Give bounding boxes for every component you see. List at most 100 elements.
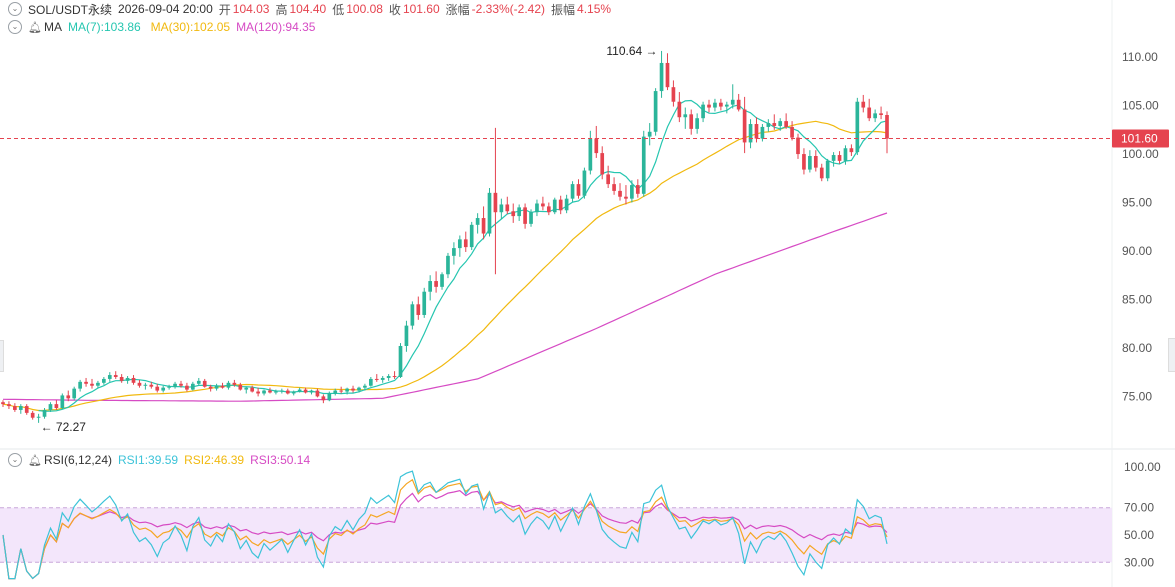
ma-legend: ⌄ 🔔︎ MA MA(7):103.86 MA(30):102.05 MA(12… <box>0 18 315 36</box>
candle-body <box>742 109 747 143</box>
candle-body <box>831 155 836 161</box>
chevron-down-icon[interactable]: ⌄ <box>8 20 22 34</box>
candle-body <box>315 390 320 397</box>
candle-body <box>677 101 682 118</box>
candle-body <box>487 192 492 234</box>
candle-body <box>653 91 658 132</box>
candle-body <box>232 382 237 385</box>
rsi1-legend: RSI1:39.59 <box>118 453 179 467</box>
candle-body <box>570 184 575 199</box>
chart-scroll-handle-left[interactable] <box>0 340 4 372</box>
candle-body <box>149 384 154 387</box>
candle-body <box>505 204 510 212</box>
candle-body <box>327 393 332 401</box>
candle-body <box>42 409 47 417</box>
candle-body <box>630 185 634 199</box>
candle-body <box>457 239 462 249</box>
candle-body <box>24 406 29 413</box>
price-tick-label: 100.00 <box>1122 147 1159 161</box>
price-tick-label: 75.00 <box>1122 389 1152 403</box>
candle-body <box>707 104 711 108</box>
chart-scroll-handle-right[interactable] <box>1168 338 1175 372</box>
candle-body <box>404 325 409 346</box>
candle-body <box>220 385 225 388</box>
candle-body <box>96 382 100 386</box>
candle-body <box>72 388 77 399</box>
candle-body <box>155 386 160 391</box>
open-value: 104.03 <box>232 2 270 16</box>
candle-body <box>576 184 581 196</box>
low-annotation: ← 72.27 <box>41 420 87 434</box>
candle-body <box>398 345 403 377</box>
candle-body <box>843 148 848 161</box>
candle-body <box>808 156 812 170</box>
rsi-tick-label: 70.00 <box>1124 501 1154 515</box>
bell-icon[interactable]: 🔔︎ <box>28 454 42 467</box>
candle-body <box>724 104 729 107</box>
candle-body <box>380 377 385 380</box>
candle-body <box>647 131 652 137</box>
candle-body <box>30 412 35 418</box>
candle-body <box>78 381 82 389</box>
candle-body <box>784 121 788 127</box>
candle-body <box>422 291 427 315</box>
last-price-tag <box>1112 129 1169 148</box>
candle-body <box>143 384 148 386</box>
low-value: 100.08 <box>346 2 383 16</box>
candle-body <box>137 382 142 386</box>
candle-body <box>256 391 260 394</box>
candle-body <box>736 99 741 110</box>
candle-body <box>238 384 243 390</box>
candle-body <box>855 101 860 153</box>
candle-body <box>7 404 11 407</box>
candle-body <box>280 390 284 392</box>
candle-body <box>274 391 278 393</box>
amplitude-value: 4.15% <box>577 2 612 16</box>
candle-body <box>552 199 557 213</box>
high-annotation: 110.64 → <box>606 44 657 58</box>
rsi2-line <box>2 478 888 580</box>
candle-body <box>18 406 23 410</box>
candle-body <box>125 377 130 381</box>
ma30-line <box>2 120 888 412</box>
candle-body <box>796 137 800 155</box>
candle-body <box>446 255 450 275</box>
rsi3-legend: RSI3:50.14 <box>250 453 311 467</box>
price-tick-label: 95.00 <box>1122 196 1152 210</box>
candle-body <box>107 375 112 379</box>
candle-body <box>351 388 355 391</box>
candle-body <box>410 304 415 326</box>
candle-body <box>529 212 533 224</box>
candle-body <box>392 376 397 378</box>
candle-body <box>624 196 628 199</box>
candle-body <box>861 101 866 108</box>
candle-body <box>60 395 65 409</box>
chevron-down-icon[interactable]: ⌄ <box>8 453 22 467</box>
candle-body <box>339 390 344 392</box>
chevron-down-icon[interactable]: ⌄ <box>8 2 22 16</box>
candle-body <box>600 153 605 175</box>
candle-body <box>113 375 118 377</box>
rsi-indicator-name: RSI(6,12,24) <box>43 453 113 467</box>
price-tick-label: 90.00 <box>1122 244 1152 258</box>
rsi1-line <box>2 470 888 580</box>
candle-body <box>618 190 622 197</box>
candle-body <box>873 113 877 119</box>
candle-body <box>268 390 272 393</box>
bell-icon[interactable]: 🔔︎ <box>28 21 42 34</box>
candle-body <box>760 126 765 139</box>
candle-body <box>885 115 889 139</box>
candle-body <box>695 118 699 129</box>
candle-datetime: 2026-09-04 20:00 <box>118 2 213 16</box>
candle-body <box>285 390 290 394</box>
candle-body <box>748 124 753 143</box>
candle-body <box>428 281 433 292</box>
rsi-legend: ⌄ 🔔︎ RSI(6,12,24) RSI1:39.59 RSI2:46.39 … <box>0 451 310 469</box>
candle-body <box>196 380 201 384</box>
candle-body <box>535 203 539 213</box>
candle-body <box>558 199 563 211</box>
candle-body <box>825 160 830 179</box>
candle-body <box>214 385 219 389</box>
candle-body <box>262 390 266 394</box>
